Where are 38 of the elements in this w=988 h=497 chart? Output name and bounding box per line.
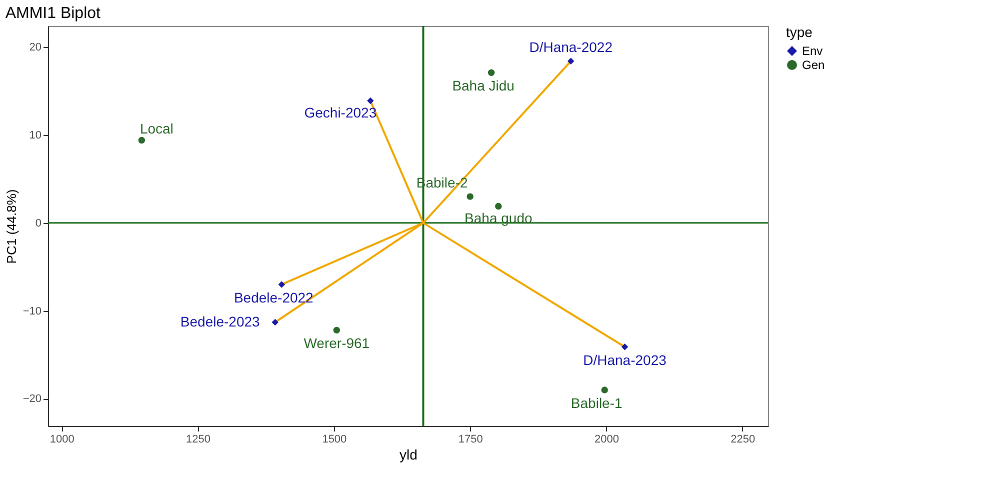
- x-tick-label: 2000: [594, 434, 619, 446]
- data-label: Babile-1: [570, 394, 623, 411]
- y-tick-label: 0: [35, 217, 42, 230]
- point: [333, 326, 340, 334]
- data-label: D/Hana-2022: [529, 39, 613, 56]
- point: [567, 58, 574, 65]
- data-label: Werer-961: [304, 335, 370, 352]
- point: [621, 344, 628, 350]
- data-label: Baha Jidu: [452, 78, 514, 94]
- legend-title: type: [786, 24, 813, 40]
- point: [272, 318, 278, 326]
- legend-label: Env: [802, 44, 823, 58]
- data-label: Bedele-2022: [234, 289, 314, 306]
- x-tick-label: 1250: [186, 434, 211, 446]
- point: [601, 386, 608, 394]
- y-tick-label: −10: [22, 305, 42, 318]
- x-axis-title: yld: [400, 446, 418, 462]
- point: [466, 193, 474, 200]
- x-tick-label: 2250: [730, 434, 756, 446]
- y-tick-label: 20: [29, 42, 42, 54]
- x-tick-label: 1750: [458, 434, 483, 446]
- point: [495, 202, 502, 210]
- data-label: Bedele-2023: [180, 313, 260, 330]
- x-tick-label: 1500: [322, 434, 347, 446]
- point: [488, 69, 495, 76]
- y-tick-label: −20: [22, 393, 42, 406]
- y-tick-label: 10: [29, 130, 42, 142]
- chart-title: AMMI1 Biplot: [5, 5, 102, 22]
- data-label: Gechi-2023: [304, 104, 377, 121]
- data-label: D/Hana-2023: [583, 352, 667, 368]
- data-label: Baha gudo: [464, 210, 532, 226]
- x-tick-label: 1000: [50, 434, 74, 446]
- point: [278, 281, 285, 288]
- y-axis-title: PC1 (44.8%): [4, 189, 19, 264]
- legend-label: Gen: [802, 58, 825, 72]
- point: [138, 136, 146, 144]
- point: [367, 97, 374, 104]
- data-label: Local: [140, 120, 174, 136]
